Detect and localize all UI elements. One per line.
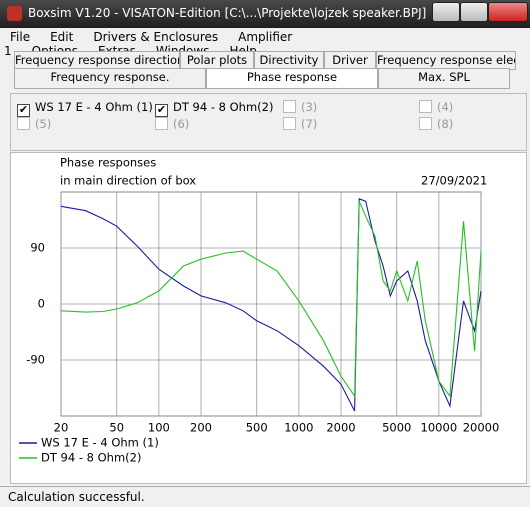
checkbox-label: WS 17 E - 4 Ohm (1): [35, 100, 153, 114]
driver-checkbox[interactable]: (4): [419, 100, 453, 114]
chart-date: 27/09/2021: [421, 174, 487, 188]
chart-title: Phase responses: [60, 156, 156, 170]
menu-item[interactable]: Amplifier 1: [4, 30, 293, 58]
x-tick-label: 50: [109, 421, 124, 435]
series-line: [60, 198, 482, 412]
checkbox-box[interactable]: [17, 117, 30, 130]
tab[interactable]: Driver: [324, 51, 376, 70]
x-tick-label: 100: [148, 421, 170, 435]
x-tick-label: 1000: [284, 421, 313, 435]
chart: Phase responses in main direction of box 2…: [19, 156, 500, 465]
tab[interactable]: Frequency response.: [14, 68, 206, 89]
x-tick-label: 2000: [326, 421, 355, 435]
checkbox-label: (4): [437, 100, 454, 114]
driver-panel: ✔ WS 17 E - 4 Ohm (1) ✔ DT 94 - 8 Ohm(2) (3)…: [10, 93, 527, 151]
checkbox-box[interactable]: [419, 100, 432, 113]
driver-checkbox[interactable]: (7): [283, 117, 317, 131]
tab[interactable]: Polar plots: [180, 51, 254, 70]
maximize-button[interactable]: [460, 2, 488, 22]
checkbox-label: (5): [35, 117, 52, 131]
app-icon: [7, 6, 22, 21]
y-tick-label: 0: [38, 297, 45, 311]
tab[interactable]: Frequency response electr..: [376, 51, 516, 70]
driver-checkbox[interactable]: (8): [419, 117, 453, 131]
legend-label: WS 17 E - 4 Ohm (1): [41, 436, 159, 450]
checkbox-label: (3): [301, 100, 318, 114]
checkbox-label: (8): [437, 117, 454, 131]
checkbox-label: DT 94 - 8 Ohm(2): [173, 100, 274, 114]
menu-item[interactable]: File: [10, 30, 31, 44]
driver-checkbox[interactable]: ✔ WS 17 E - 4 Ohm (1): [17, 100, 153, 117]
x-tick-label: 20: [54, 421, 69, 435]
checkbox-box[interactable]: [283, 117, 296, 130]
status-text: Calculation successful.: [8, 490, 145, 504]
checkbox-label: (7): [301, 117, 318, 131]
checkbox-box[interactable]: [283, 100, 296, 113]
chart-subtitle: in main direction of box: [60, 174, 196, 188]
x-tick-label: 10000: [421, 421, 458, 435]
x-tick-label: 20000: [463, 421, 500, 435]
title-bar: Boxsim V1.20 - VISATON-Edition [C:\...\P…: [0, 0, 530, 28]
window-title: Boxsim V1.20 - VISATON-Edition [C:\...\P…: [28, 6, 427, 20]
series-line: [60, 201, 482, 398]
status-bar: Calculation successful.: [0, 486, 530, 507]
checkbox-box[interactable]: [419, 117, 432, 130]
driver-checkbox[interactable]: (3): [283, 100, 317, 114]
checkbox-box[interactable]: ✔: [155, 103, 168, 117]
tab[interactable]: Max. SPL: [378, 68, 510, 89]
menu-item[interactable]: Edit: [50, 30, 74, 44]
y-tick-label: -90: [26, 353, 45, 367]
driver-checkbox[interactable]: (5): [17, 117, 51, 131]
checkbox-box[interactable]: ✔: [17, 103, 30, 117]
x-tick-label: 5000: [382, 421, 411, 435]
legend-label: DT 94 - 8 Ohm(2): [41, 451, 141, 465]
menu-item[interactable]: Drivers & Enclosures: [93, 30, 219, 44]
y-tick-label: 90: [30, 241, 45, 255]
x-tick-label: 500: [246, 421, 268, 435]
driver-checkbox[interactable]: ✔ DT 94 - 8 Ohm(2): [155, 100, 273, 117]
minimize-button[interactable]: [432, 2, 460, 22]
checkbox-label: (6): [173, 117, 190, 131]
chart-panel: Phase responses in main direction of box 2…: [10, 152, 527, 484]
checkbox-box[interactable]: [155, 117, 168, 130]
driver-checkbox[interactable]: (6): [155, 117, 189, 131]
tab[interactable]: Phase response: [206, 68, 378, 89]
x-tick-label: 200: [190, 421, 212, 435]
close-button[interactable]: [488, 2, 528, 22]
